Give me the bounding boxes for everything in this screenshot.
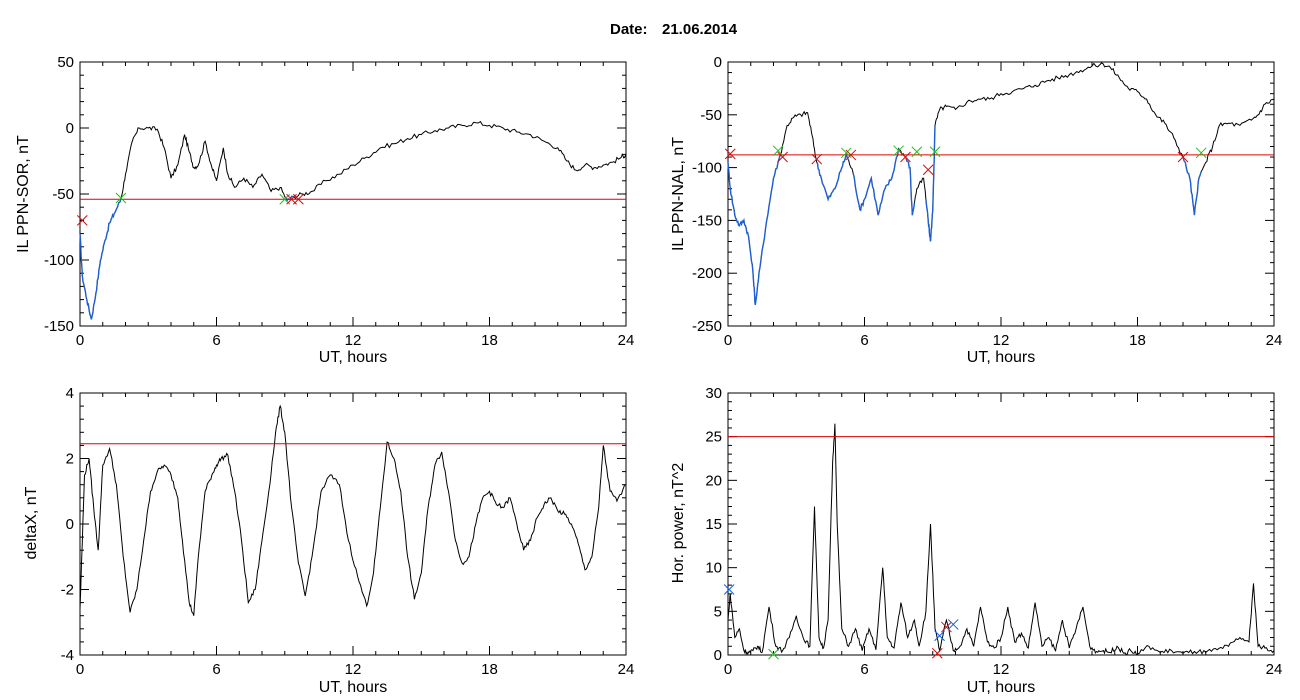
event-marker [293,193,304,205]
event-marker [1177,151,1189,163]
y-tick-label: 25 [705,429,722,446]
event-marker [1195,147,1207,159]
y-tick-label: 20 [705,472,722,489]
event-marker [811,153,823,165]
event-marker [900,151,911,163]
y-tick-label: -2 [61,582,74,599]
panel-il-ppn-nal: UT, hours IL PPN-NAL, nT 0 6 12 18 24 -250 -20… [670,54,1282,366]
panel-il-ppn-sor: UT, hours IL PPN-SOR, nT 0 6 12 18 24 -150 -10… [15,54,634,366]
x-tick-label: 6 [212,332,220,349]
y-axis-label: IL PPN-NAL, nT [670,137,687,251]
y-tick-label: 2 [66,451,74,468]
x-tick-label: 12 [993,332,1010,349]
x-tick-label: 6 [860,332,868,349]
event-marker [845,149,857,161]
y-tick-label: 0 [66,516,74,533]
y-tick-label: -50 [52,186,74,203]
series-line [79,120,627,320]
highlight-segment [79,199,122,320]
y-tick-label: -150 [692,212,722,229]
x-tick-label: 12 [993,661,1010,678]
x-tick-label: 18 [481,332,498,349]
x-tick-label: 12 [345,332,362,349]
y-tick-label: 30 [705,385,722,402]
x-tick-label: 18 [1129,661,1146,678]
event-marker [772,145,784,157]
event-marker [947,619,959,630]
y-tick-label: -100 [44,252,74,269]
panel-hor-power: UT, hours Hor. power, nT^2 0 6 12 18 24 0 5 10 1… [670,385,1282,696]
y-axis-label: deltaX, nT [23,486,40,559]
y-tick-label: 15 [705,516,722,533]
y-tick-label: 0 [714,54,722,71]
y-tick-label: -50 [700,107,722,124]
y-tick-label: 50 [57,54,74,71]
x-axis-label: UT, hours [967,679,1035,696]
series-line [727,423,1275,656]
event-marker [941,621,952,633]
x-tick-label: 18 [481,661,498,678]
event-marker [777,151,788,163]
plot-frame [727,392,1275,656]
highlight-segment [816,152,850,202]
y-axis-label: Hor. power, nT^2 [670,463,687,584]
y-tick-label: -200 [692,265,722,282]
y-tick-label: 5 [714,603,722,620]
y-tick-label: 10 [705,560,722,577]
series-line [727,62,1275,305]
x-tick-label: 18 [1129,332,1146,349]
date-value: 21.06.2014 [662,21,738,38]
x-tick-label: 6 [212,661,220,678]
date-label: Date: [610,21,648,38]
y-tick-label: -100 [692,160,722,177]
x-tick-label: 12 [345,661,362,678]
x-tick-label: 0 [76,661,84,678]
x-tick-label: 0 [724,332,732,349]
highlight-segment [904,156,916,216]
event-marker [934,630,945,642]
y-tick-label: 0 [66,120,74,137]
event-marker [723,584,735,595]
y-tick-label: -4 [61,647,74,664]
x-tick-label: 0 [724,661,732,678]
x-tick-label: 6 [860,661,868,678]
x-tick-label: 24 [1266,332,1283,349]
x-tick-label: 24 [1266,661,1283,678]
x-tick-label: 24 [618,661,635,678]
event-marker [931,647,943,659]
y-axis-label: IL PPN-SOR, nT [15,135,32,253]
x-axis-label: UT, hours [319,679,387,696]
event-marker [76,215,88,226]
event-marker [922,164,934,176]
y-tick-label: -250 [692,318,722,335]
event-marker [911,146,923,158]
x-axis-label: UT, hours [967,349,1035,366]
x-axis-label: UT, hours [319,349,387,366]
event-marker [929,146,941,158]
event-marker [768,648,779,660]
x-tick-label: 24 [618,332,635,349]
plot-frame [79,392,627,656]
event-marker [115,192,127,204]
highlight-segment [852,148,900,216]
series-line [79,404,627,616]
y-tick-label: -150 [44,318,74,335]
plot-frame [79,61,627,327]
event-marker [724,148,736,160]
highlight-segment [727,154,781,305]
highlight-segment [1182,156,1202,216]
x-tick-label: 0 [76,332,84,349]
y-tick-label: 4 [66,385,74,402]
highlight-segment [925,125,936,242]
y-tick-label: 0 [714,647,722,664]
